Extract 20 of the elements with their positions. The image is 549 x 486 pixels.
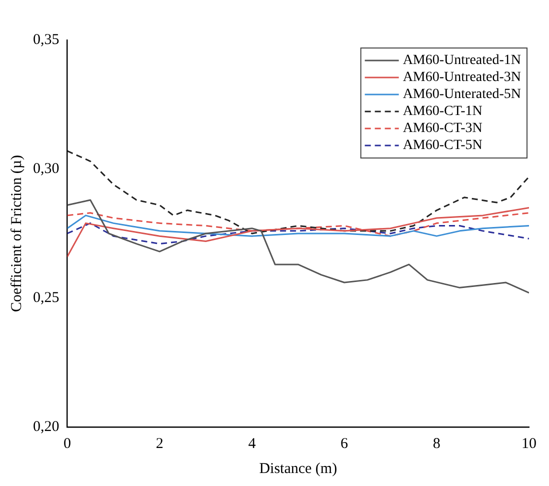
x-tick-label: 2 <box>156 436 164 452</box>
x-tick-label: 4 <box>248 436 256 452</box>
line-series <box>67 150 529 234</box>
y-tick-label: 0,20 <box>33 418 60 435</box>
x-axis-title: Distance (m) <box>259 460 338 477</box>
x-tick-label: 0 <box>64 436 71 452</box>
legend-label: AM60-CT-1N <box>402 104 482 120</box>
legend-label: AM60-CT-3N <box>402 121 482 136</box>
x-tick-label: 8 <box>432 436 440 452</box>
x-tick-label: 6 <box>340 436 349 452</box>
y-tick-label: 0,30 <box>33 160 60 177</box>
legend-label: AM60-Untreated-1N <box>402 53 521 68</box>
legend-label: AM60-CT-5N <box>402 138 482 154</box>
line-series <box>67 222 529 245</box>
y-tick-label: 0,35 <box>33 32 60 48</box>
y-tick-label: 0,25 <box>33 290 60 306</box>
legend-label: AM60-Untreated-3N <box>402 70 521 86</box>
legend-label: AM60-Unterated-5N <box>402 87 521 102</box>
x-tick-label: 10 <box>522 436 536 452</box>
y-axis-title: Coefficient of Friction (µ) <box>8 154 25 312</box>
